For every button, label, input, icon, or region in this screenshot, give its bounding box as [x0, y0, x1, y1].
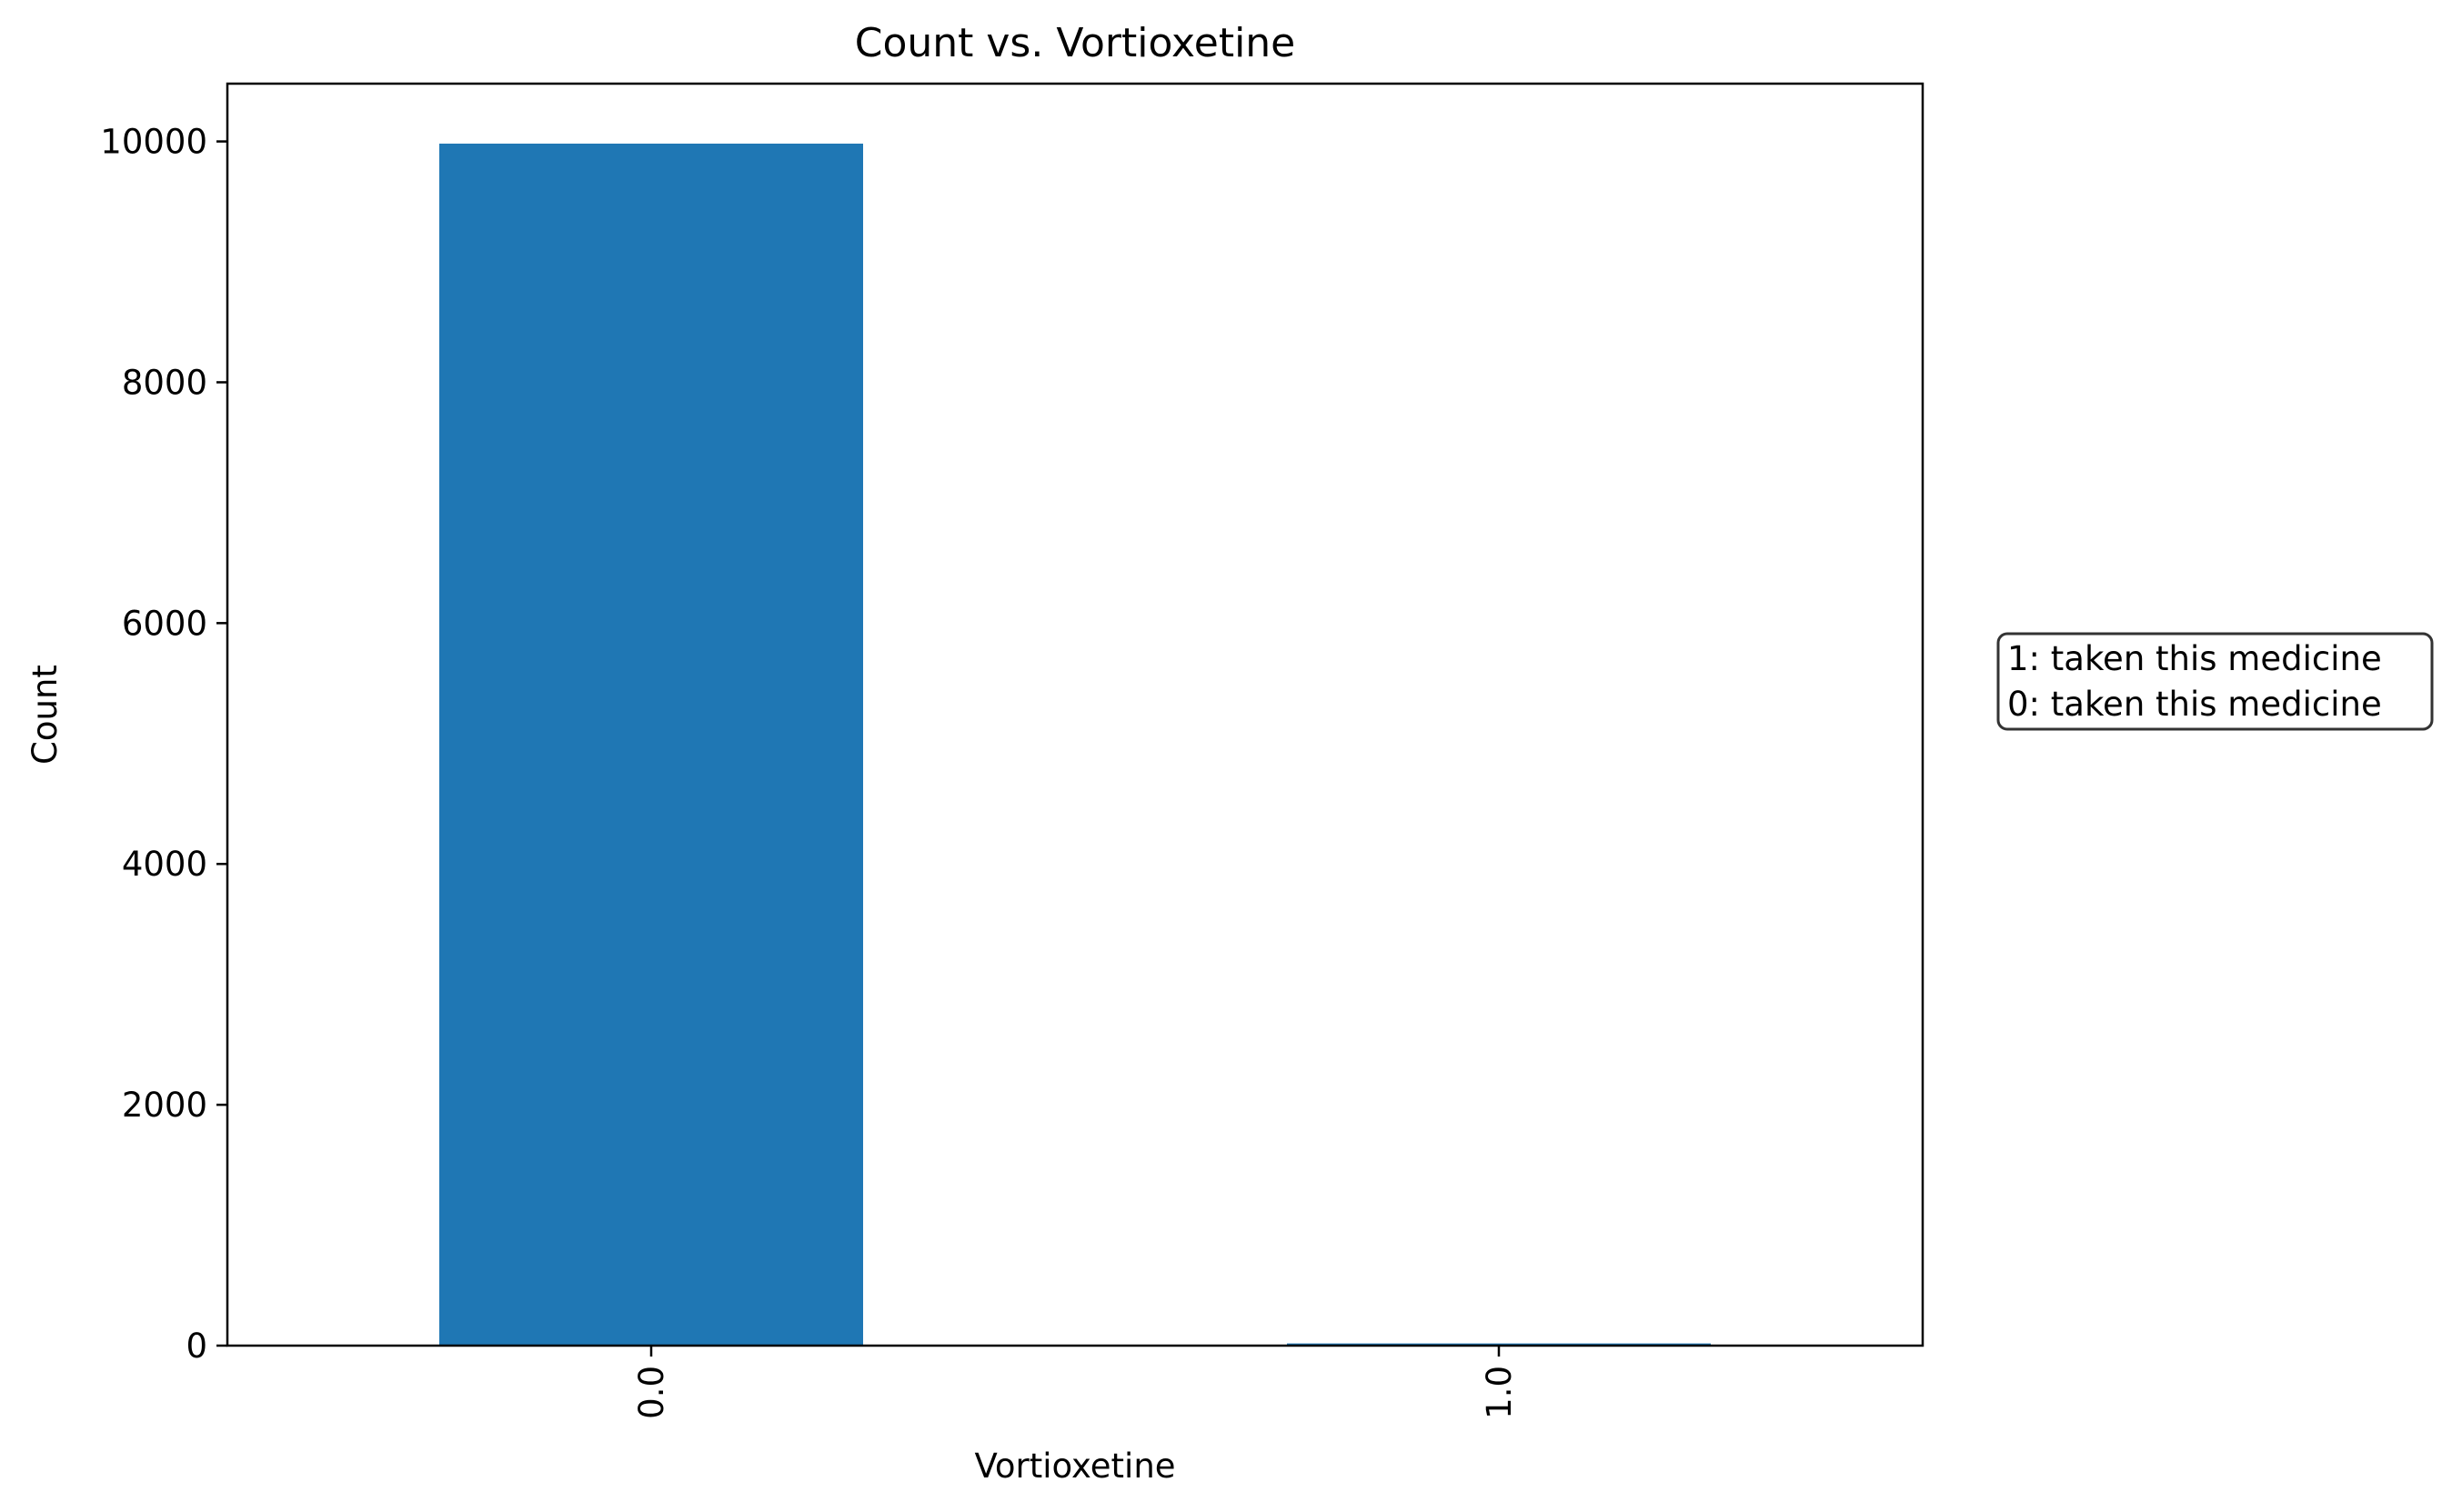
- annotation-box: 1: taken this medicine 0: taken this med…: [1996, 632, 2434, 731]
- x-axis-ticks: 0.0 1.0: [632, 1346, 1519, 1419]
- y-axis-ticks: 0 2000 4000 6000 8000 10000: [100, 123, 227, 1366]
- x-tick-label: 1.0: [1480, 1366, 1519, 1419]
- y-tick-label: 8000: [122, 363, 207, 402]
- plot-frame: [226, 82, 1924, 1347]
- y-tick-label: 0: [186, 1327, 207, 1366]
- bar-0.0: [439, 143, 863, 1347]
- y-axis-label: Count: [25, 665, 65, 765]
- annotation-line-1: 1: taken this medicine: [2007, 639, 2382, 678]
- x-axis-label: Vortioxetine: [974, 1447, 1175, 1486]
- chart-title: Count vs. Vortioxetine: [855, 20, 1296, 66]
- annotation-frame: [1996, 632, 2434, 731]
- y-tick-label: 4000: [122, 845, 207, 884]
- y-tick-label: 10000: [100, 123, 207, 162]
- y-tick-label: 6000: [122, 604, 207, 643]
- bars: [439, 143, 1711, 1347]
- x-tick-label: 0.0: [632, 1366, 671, 1419]
- annotation-line-2: 0: taken this medicine: [2007, 685, 2382, 724]
- y-tick-label: 2000: [122, 1086, 207, 1125]
